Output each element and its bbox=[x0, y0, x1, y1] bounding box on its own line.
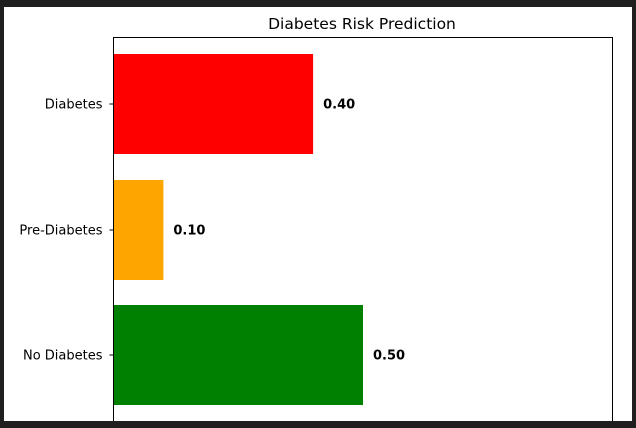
chart-figure: Diabetes Risk Prediction No Diabetes 0.50… bbox=[4, 7, 632, 421]
y-tick-label: No Diabetes bbox=[23, 349, 103, 364]
y-tick-label: Pre-Diabetes bbox=[19, 224, 102, 239]
chart-title: Diabetes Risk Prediction bbox=[268, 15, 456, 33]
data-label: 0.40 bbox=[323, 98, 355, 113]
y-tick-label: Diabetes bbox=[45, 98, 103, 113]
bar-no-diabetes bbox=[113, 305, 363, 405]
plot-area: No Diabetes 0.50 Pre-Diabetes 0.10 Diabetes 0… bbox=[19, 54, 405, 405]
data-label: 0.10 bbox=[173, 224, 205, 239]
plot-frame bbox=[113, 37, 613, 421]
bar-chart: Diabetes Risk Prediction No Diabetes 0.50… bbox=[19, 15, 613, 421]
data-label: 0.50 bbox=[373, 349, 405, 364]
bar-pre-diabetes bbox=[113, 180, 164, 280]
bar-diabetes bbox=[113, 54, 314, 154]
